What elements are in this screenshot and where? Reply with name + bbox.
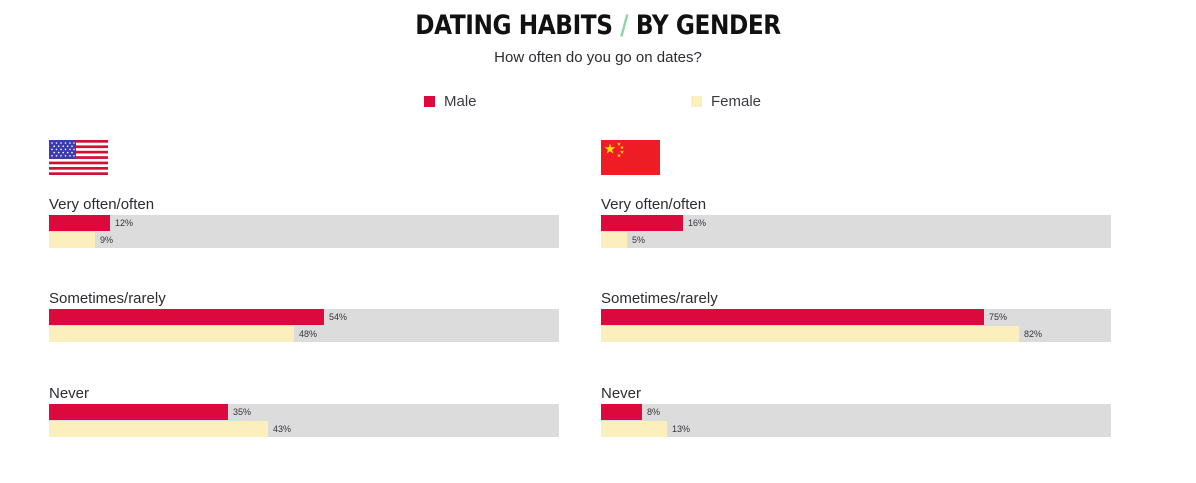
value-label-female: 82% [1024, 329, 1043, 339]
category-label: Never [601, 385, 642, 402]
value-label-male: 8% [647, 407, 661, 417]
panel-us: Very often/often 12% 9% Sometimes/rarely 54%… [49, 140, 559, 450]
bar-male [49, 404, 228, 420]
value-label-male: 12% [115, 218, 134, 228]
legend-swatch-male [424, 96, 435, 107]
category-label: Sometimes/rarely [601, 290, 718, 307]
bar-track: 8% 13% [601, 404, 1111, 437]
bar-group: Never 8% 13% [601, 385, 1111, 445]
chart-title: DATING HABITS / BY GENDER [84, 10, 1113, 41]
bar-female [601, 421, 667, 437]
bar-group: Sometimes/rarely 75% 82% [601, 290, 1111, 350]
value-label-male: 16% [688, 218, 707, 228]
title-separator: / [620, 10, 629, 41]
legend-swatch-female [691, 96, 702, 107]
bar-male [601, 215, 683, 231]
us-flag-icon [49, 140, 108, 175]
bar-female [601, 232, 627, 248]
bar-female [49, 421, 268, 437]
value-label-female: 5% [632, 235, 646, 245]
bar-track: 12% 9% [49, 215, 559, 248]
bar-track: 35% 43% [49, 404, 559, 437]
bar-male [49, 215, 110, 231]
value-label-male: 54% [329, 312, 348, 322]
value-label-male: 35% [233, 407, 252, 417]
legend-label-female: Female [711, 93, 762, 110]
value-label-female: 43% [273, 424, 292, 434]
bar-male [601, 404, 642, 420]
china-flag-icon [601, 140, 660, 175]
bar-female [49, 326, 294, 342]
bar-track: 75% 82% [601, 309, 1111, 342]
title-right: BY GENDER [635, 10, 781, 41]
legend-item-male: Male [424, 93, 477, 110]
category-label: Sometimes/rarely [49, 290, 166, 307]
bar-female [601, 326, 1019, 342]
bar-male [601, 309, 984, 325]
value-label-female: 13% [672, 424, 691, 434]
bar-group: Sometimes/rarely 54% 48% [49, 290, 559, 350]
value-label-female: 9% [100, 235, 114, 245]
bar-group: Very often/often 16% 5% [601, 196, 1111, 256]
legend-label-male: Male [444, 93, 477, 110]
value-label-male: 75% [989, 312, 1008, 322]
bar-male [49, 309, 324, 325]
bar-group: Very often/often 12% 9% [49, 196, 559, 256]
panel-china: Very often/often 16% 5% Sometimes/rarely 75%… [601, 140, 1111, 450]
bar-track: 54% 48% [49, 309, 559, 342]
bar-track: 16% 5% [601, 215, 1111, 248]
value-label-female: 48% [299, 329, 318, 339]
category-label: Never [49, 385, 90, 402]
bar-female [49, 232, 95, 248]
chart-subtitle: How often do you go on dates? [494, 49, 702, 66]
legend-item-female: Female [691, 93, 761, 110]
category-label: Very often/often [49, 196, 155, 213]
title-left: DATING HABITS [415, 10, 613, 41]
category-label: Very often/often [601, 196, 707, 213]
bar-group: Never 35% 43% [49, 385, 559, 445]
